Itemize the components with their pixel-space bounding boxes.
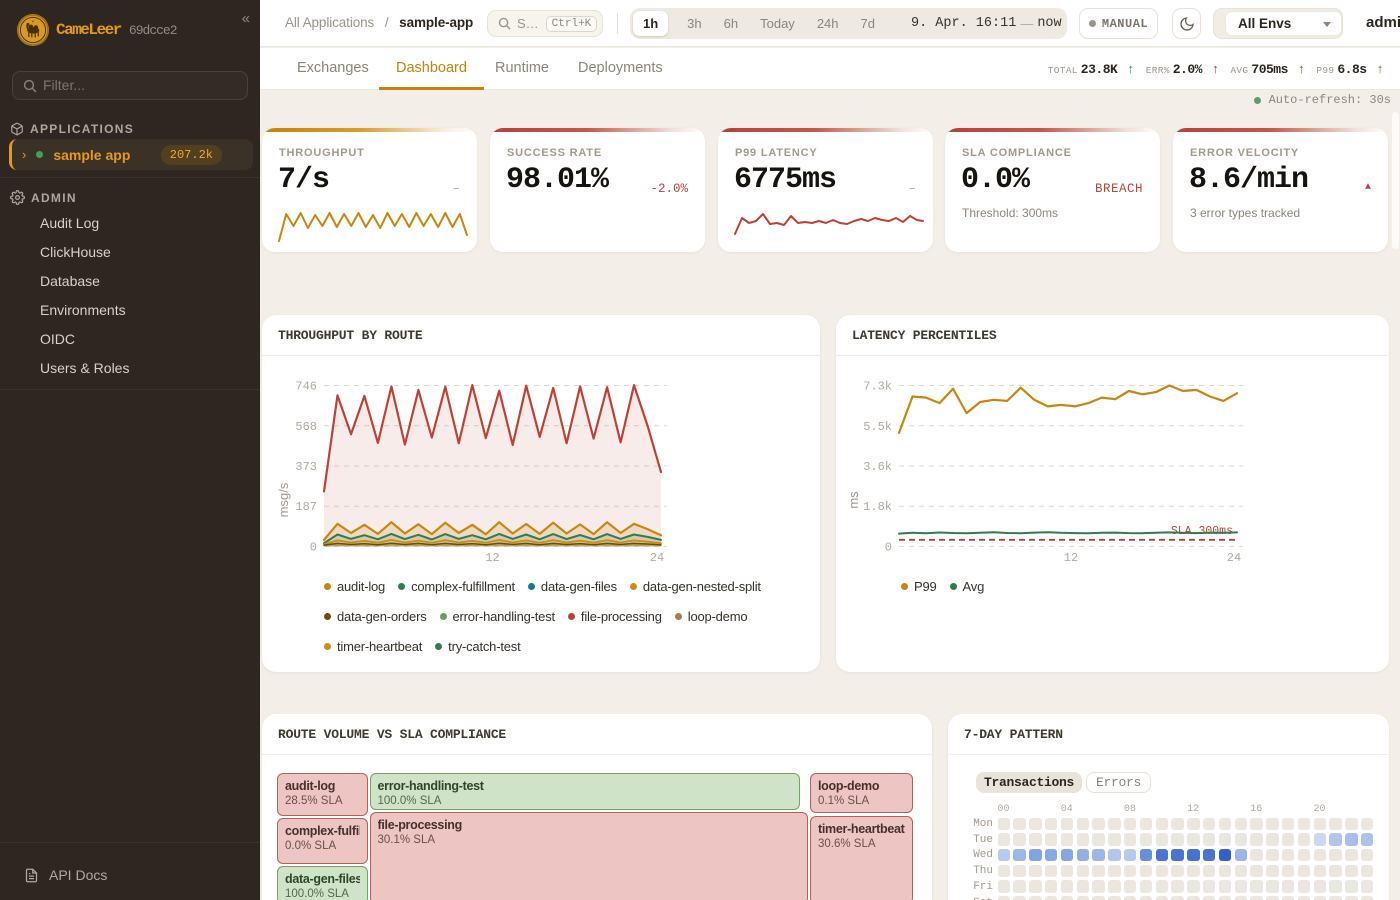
svg-text:746: 746 xyxy=(295,380,317,394)
svg-text:373: 373 xyxy=(295,460,317,474)
svg-text:0: 0 xyxy=(310,540,317,554)
svg-text:SLA 300ms: SLA 300ms xyxy=(1171,525,1233,538)
svg-text:7.3k: 7.3k xyxy=(863,380,892,394)
svg-text:msg/s: msg/s xyxy=(276,482,291,517)
svg-text:24: 24 xyxy=(1227,551,1241,565)
svg-text:5.5k: 5.5k xyxy=(863,420,892,434)
svg-text:187: 187 xyxy=(295,500,317,514)
svg-text:1.8k: 1.8k xyxy=(863,500,892,514)
svg-text:568: 568 xyxy=(295,420,317,434)
svg-text:0: 0 xyxy=(885,540,892,554)
svg-text:3.6k: 3.6k xyxy=(863,460,892,474)
svg-text:ms: ms xyxy=(846,491,861,509)
svg-text:12: 12 xyxy=(485,551,499,565)
svg-text:24: 24 xyxy=(650,551,664,565)
svg-text:12: 12 xyxy=(1064,551,1078,565)
